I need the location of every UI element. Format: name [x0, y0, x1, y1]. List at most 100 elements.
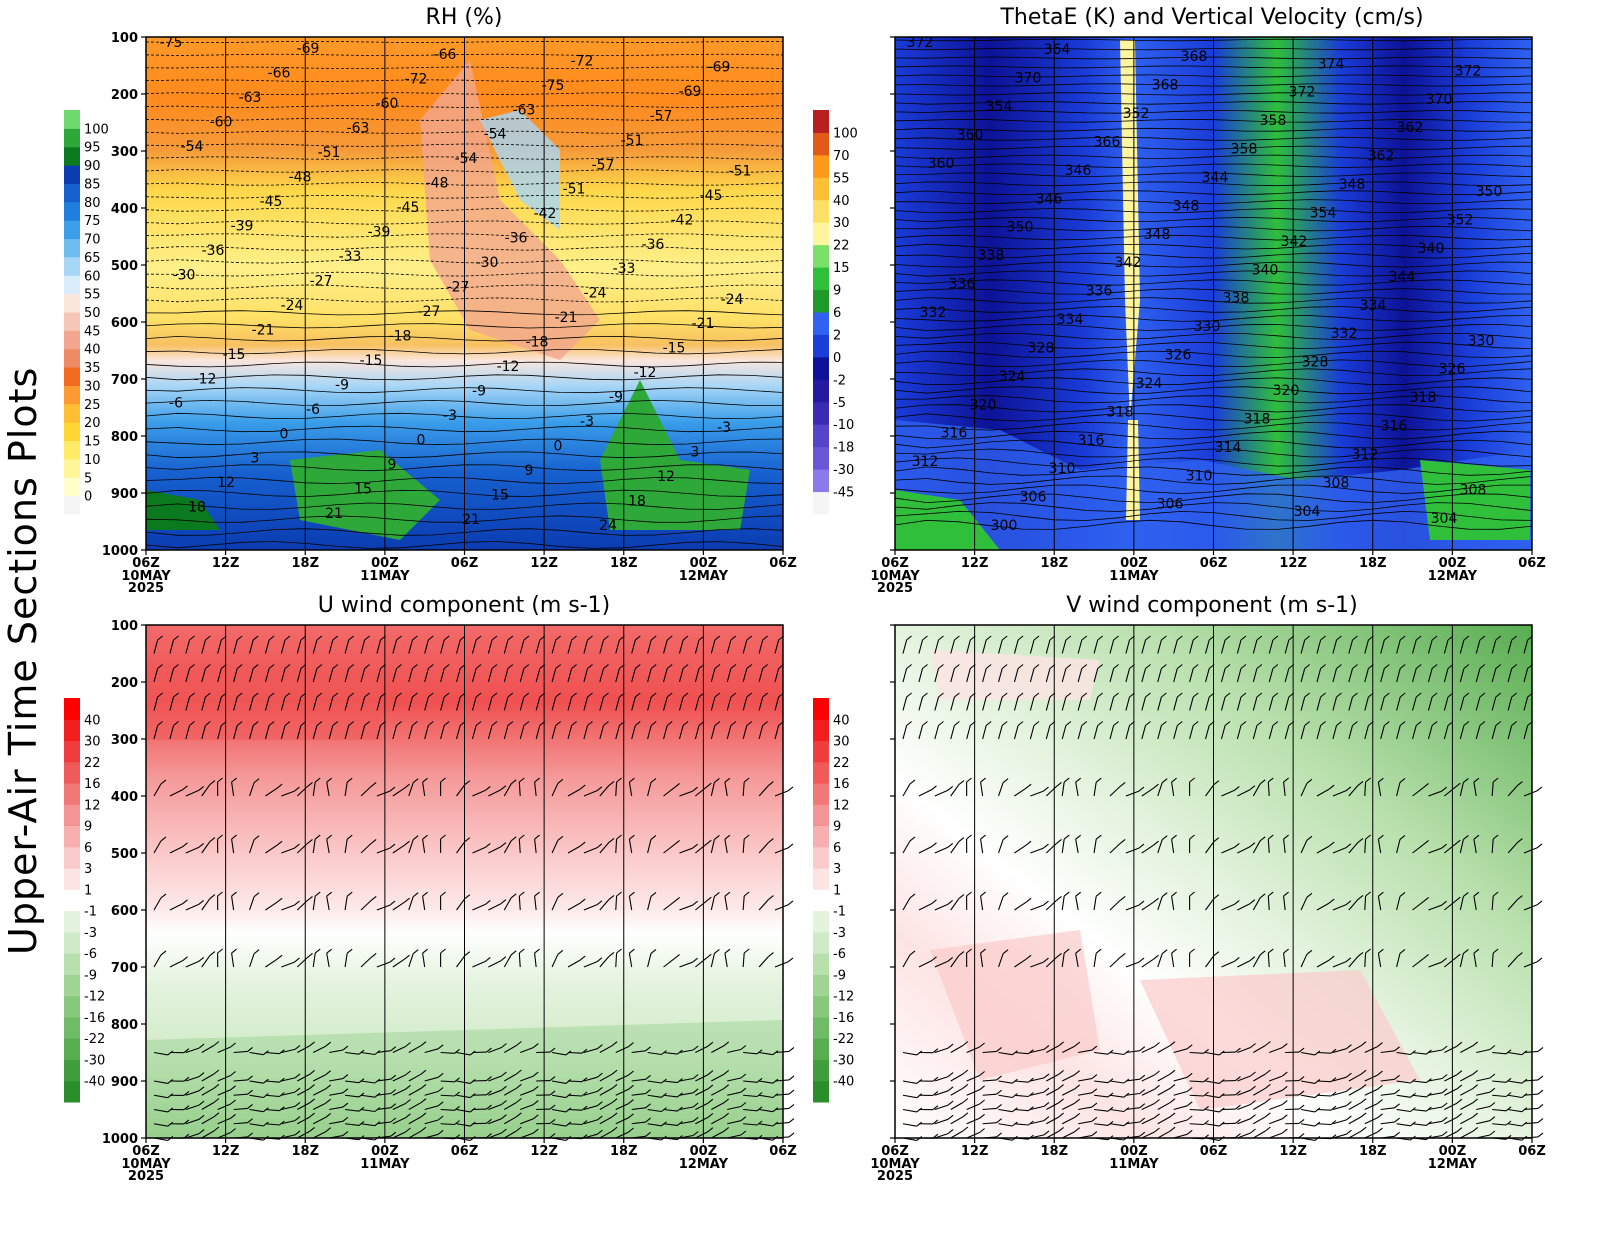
wind-barb — [1348, 696, 1354, 711]
wind-barb-flag — [692, 843, 698, 849]
wind-barb — [551, 1094, 566, 1099]
wind-barb-flag — [645, 1103, 651, 1109]
contour-label: -9 — [609, 390, 623, 406]
wind-barb-flag — [1456, 1112, 1463, 1118]
wind-barb-flag — [947, 1072, 954, 1078]
x-tick-label: 18Z — [1359, 1144, 1387, 1159]
wind-barb-flag — [555, 635, 562, 641]
wind-barb — [201, 639, 206, 654]
wind-barb — [1316, 845, 1330, 854]
wind-barb-flag — [231, 891, 237, 897]
wind-barb — [567, 668, 573, 683]
wind-barb — [329, 1049, 343, 1054]
wind-barb — [249, 696, 254, 711]
wind-barb — [312, 953, 316, 968]
wind-barb-flag — [518, 777, 525, 783]
wind-barb — [520, 1118, 534, 1125]
wind-barb-flag — [370, 895, 377, 901]
colorbar-swatch — [813, 424, 829, 448]
wind-barb-flag — [532, 1128, 539, 1134]
wind-barb-flag — [1224, 692, 1231, 698]
x-tick-label: 06Z — [451, 556, 479, 571]
wind-barb-flag — [922, 664, 928, 669]
wind-barb — [1061, 1074, 1075, 1082]
wind-barb — [1473, 953, 1477, 968]
wind-barb-flag — [230, 1128, 236, 1133]
wind-barb-flag — [1043, 900, 1049, 906]
wind-barb — [360, 842, 372, 854]
wind-barb — [1029, 725, 1035, 740]
wind-barb — [520, 1132, 534, 1139]
wind-barb-flag — [1213, 894, 1220, 900]
wind-barb-flag — [217, 948, 223, 954]
wind-barb — [265, 1108, 280, 1112]
wind-barb-flag — [1495, 721, 1502, 726]
wind-barb-flag — [1129, 692, 1135, 698]
colorbar-swatch — [813, 846, 829, 869]
y-tick-label: 100 — [111, 31, 138, 46]
wind-barb-flag — [1186, 1101, 1193, 1107]
contour-label: 362 — [1397, 120, 1424, 136]
wind-barb-flag — [985, 721, 992, 726]
wind-barb-flag — [931, 899, 937, 905]
wind-barb — [998, 696, 1003, 711]
wind-barb-flag — [1203, 1091, 1209, 1097]
wind-barb — [201, 1045, 215, 1053]
wind-barb-flag — [1265, 1041, 1271, 1046]
wind-barb — [1046, 1045, 1059, 1053]
contour-line — [145, 117, 783, 121]
wind-barb-flag — [198, 1043, 205, 1049]
wind-barb — [472, 789, 486, 797]
wind-barb-flag — [555, 664, 562, 669]
wind-barb-flag — [966, 834, 972, 840]
wind-barb — [1412, 639, 1417, 654]
wind-barb-flag — [1056, 838, 1062, 844]
wind-barb — [726, 696, 732, 711]
wind-barb — [264, 639, 270, 654]
wind-barb-flag — [1161, 778, 1168, 784]
wind-barb — [297, 1102, 310, 1110]
wind-barb-flag — [348, 692, 355, 698]
x-tick-label: 18Z — [610, 1144, 638, 1159]
wind-barb-flag — [616, 948, 622, 954]
wind-barb-flag — [906, 664, 912, 669]
wind-barb — [631, 1050, 646, 1054]
wind-barb — [1205, 725, 1210, 740]
wind-barb-flag — [253, 949, 260, 955]
panel-title: U wind component (m s-1) — [318, 593, 611, 618]
contour-line — [894, 519, 1533, 530]
colorbar-label: 2 — [833, 328, 841, 343]
wind-barb-flag — [571, 721, 577, 726]
wind-barb — [1061, 1131, 1075, 1139]
wind-barb-flag — [405, 1084, 411, 1090]
wind-barb-flag — [932, 1048, 939, 1054]
wind-barb — [1364, 1103, 1378, 1110]
wind-barb — [535, 668, 541, 683]
wind-barb — [663, 1080, 678, 1084]
wind-barb — [1171, 782, 1175, 797]
x-date-label: 12MAY — [679, 1157, 729, 1172]
wind-barb-flag — [549, 1133, 556, 1139]
wind-barb — [153, 1123, 168, 1127]
wind-barb-flag — [629, 948, 635, 954]
wind-barb — [1125, 847, 1140, 854]
wind-barb-flag — [549, 1118, 556, 1124]
wind-barb — [647, 696, 652, 711]
wind-barb-flag — [746, 692, 753, 698]
wind-barb-flag — [1186, 1044, 1193, 1050]
wind-barb — [695, 843, 707, 854]
wind-barb-flag — [996, 1118, 1002, 1124]
wind-barb — [281, 790, 295, 797]
wind-barb-flag — [501, 1085, 507, 1091]
wind-barb — [1157, 953, 1163, 968]
wind-barb-flag — [390, 1046, 397, 1052]
wind-barb-flag — [1505, 1092, 1512, 1097]
wind-barb-flag — [1265, 1112, 1271, 1118]
wind-barb-flag — [1025, 954, 1032, 960]
wind-barb — [1507, 1051, 1522, 1056]
wind-barb — [185, 789, 199, 797]
colorbar-label: -30 — [833, 463, 854, 478]
wind-barb-flag — [454, 1105, 460, 1111]
wind-barb-flag — [532, 1085, 539, 1091]
wind-barb-flag — [1489, 1087, 1496, 1093]
